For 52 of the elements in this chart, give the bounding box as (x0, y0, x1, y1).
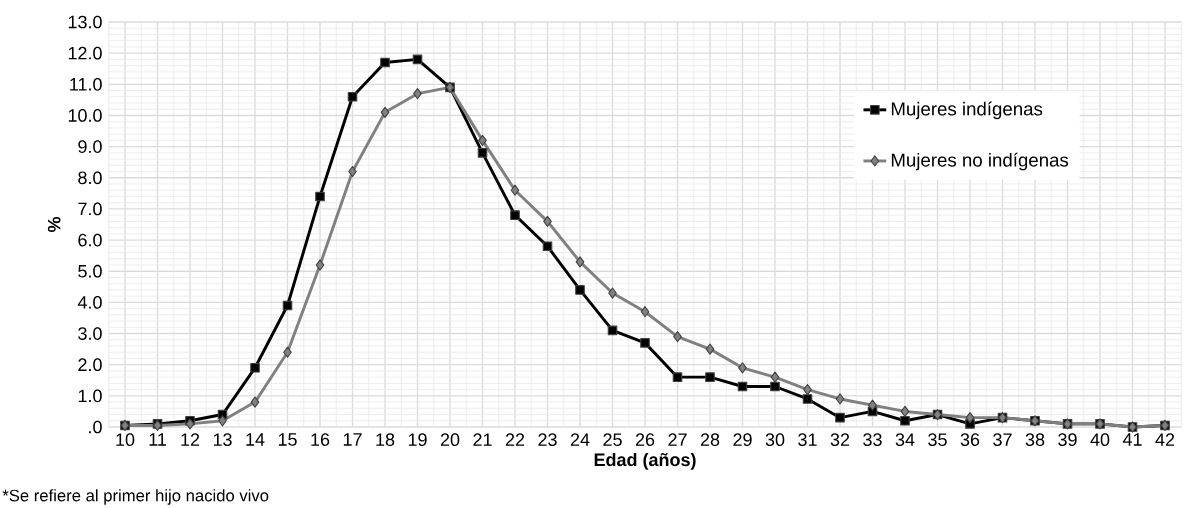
y-tick-label: 5.0 (78, 264, 102, 278)
y-tick-label: 11.0 (70, 77, 102, 91)
x-tick-label: 11 (149, 433, 166, 446)
x-tick-label: 24 (570, 433, 590, 446)
x-tick-label: 12 (181, 433, 200, 446)
x-tick-label: 22 (505, 433, 525, 446)
x-tick-label: 30 (765, 433, 785, 446)
x-tick-label: 39 (1058, 433, 1077, 446)
y-tick-label: 4.0 (77, 296, 102, 309)
x-tick-label: 18 (376, 433, 395, 446)
x-tick-label: 19 (408, 433, 427, 446)
x-tick-label: 16 (311, 433, 330, 446)
x-tick-label: 25 (603, 433, 622, 446)
y-tick-label: 2.0 (78, 358, 102, 372)
x-tick-label: 29 (733, 433, 752, 446)
x-tick-label: 38 (1025, 433, 1045, 446)
x-tick-label: 31 (798, 433, 817, 446)
y-tick-label: 8.0 (78, 171, 102, 185)
x-tick-label: 28 (700, 433, 720, 446)
x-tick-label: 41 (1122, 433, 1142, 446)
legend-label: Mujeres indígenas (891, 101, 1043, 120)
y-tick-label: 7.0 (78, 202, 102, 216)
y-tick-label: 10.0 (68, 109, 102, 122)
x-tick-label: 23 (538, 433, 557, 446)
x-tick-label: 37 (993, 433, 1012, 446)
y-axis-title: % (47, 216, 61, 233)
text: *Se refiere al primer hijo nacido vivo (2, 489, 269, 505)
y-tick-label: 6.0 (78, 233, 102, 247)
x-tick-label: 34 (895, 433, 915, 446)
y-tick-label: 9.0 (78, 140, 102, 153)
x-tick-label: 33 (863, 433, 882, 446)
y-tick-label: 3.0 (78, 327, 102, 340)
x-tick-label: 40 (1090, 433, 1110, 446)
x-tick-label: 17 (343, 433, 362, 446)
x-tick-label: 10 (116, 433, 135, 446)
x-tick-label: 35 (928, 433, 947, 446)
y-tick-label: 1.0 (78, 389, 102, 403)
x-tick-label: 21 (473, 433, 492, 446)
x-tick-label: 27 (668, 433, 687, 446)
x-tick-label: 42 (1155, 433, 1175, 446)
x-tick-label: 13 (213, 433, 232, 446)
x-tick-label: 36 (960, 433, 980, 446)
y-tick-label: 13.0 (68, 15, 102, 29)
x-tick-label: 14 (246, 433, 265, 446)
legend-label: Mujeres no indígenas (891, 152, 1069, 171)
x-axis-title: Edad (años) (594, 452, 696, 470)
x-tick-label: 15 (278, 433, 297, 446)
x-tick-label: 26 (635, 433, 655, 446)
x-tick-label: 20 (440, 433, 460, 446)
x-tick-label: 32 (830, 433, 850, 446)
y-tick-label: .0 (89, 420, 102, 434)
y-tick-label: 12.0 (68, 46, 102, 60)
